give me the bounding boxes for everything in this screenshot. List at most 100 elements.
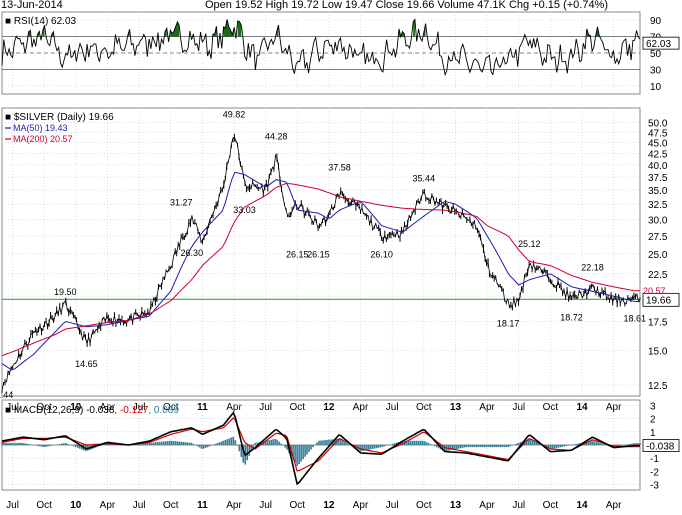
macd-tick-label: 3 — [650, 401, 656, 412]
macd-tick-label: 1 — [650, 428, 656, 439]
rsi-value-tag-label: 62.03 — [646, 39, 671, 50]
rsi-overbought-fill — [237, 20, 242, 37]
ma200-line — [1, 182, 640, 357]
price-legend-title: ■ $SILVER (Daily) 19.66 — [5, 112, 114, 123]
price-annotation: 18.61 — [623, 314, 646, 324]
rsi-line — [1, 18, 641, 77]
rsi-tick-label: 50 — [650, 49, 662, 60]
price-value-tag — [642, 292, 680, 307]
macd-x-tick-label: Jul — [133, 500, 146, 511]
macd-x-tick-label: Jul — [6, 500, 19, 511]
price-annotation: 26.15 — [307, 249, 330, 259]
rsi-overbought-fill — [212, 26, 217, 37]
macd-x-tick-label: Jul — [386, 500, 399, 511]
price-annotation: 37.58 — [328, 163, 351, 173]
price-tick-label: 50.0 — [648, 119, 668, 130]
price-x-tick-label: Oct — [36, 402, 52, 413]
macd-x-tick-label: Apr — [226, 500, 242, 511]
price-annotation: 49.82 — [223, 109, 246, 119]
price-x-tick-label: 13 — [450, 402, 462, 413]
price-tick-label: 30.0 — [648, 215, 668, 226]
price-x-tick-label: Apr — [100, 402, 116, 413]
rsi-tick-label: 90 — [650, 16, 662, 27]
price-annotation: 18.72 — [560, 313, 583, 323]
price-x-tick-label: 12 — [323, 402, 335, 413]
price-annotation: 26.10 — [370, 250, 393, 260]
macd-value-tag-label: -0.038 — [646, 442, 675, 453]
price-x-tick-label: Oct — [289, 402, 305, 413]
rsi-overbought-fill — [165, 28, 167, 37]
macd-line — [1, 411, 640, 486]
price-line — [1, 136, 641, 391]
macd-value-tag — [642, 439, 680, 452]
ma50-line — [1, 171, 640, 371]
macd-tick-label: 2 — [650, 415, 656, 426]
price-tick-label: 12.5 — [648, 381, 668, 392]
price-annotation: 19.50 — [54, 287, 77, 297]
ma200-legend-label: MA(200) 20.57 — [13, 134, 73, 144]
price-annotation: 33.03 — [233, 205, 256, 215]
macd-x-tick-label: Oct — [163, 500, 179, 511]
price-tick-label: 45.0 — [648, 139, 668, 150]
price-tick-label: 42.5 — [648, 149, 668, 160]
price-x-tick-label: Oct — [416, 402, 432, 413]
rsi-overbought-fill — [413, 19, 415, 37]
price-panel-frame — [1, 107, 641, 397]
macd-tick-label: -3 — [650, 481, 659, 492]
price-tick-label: 35.0 — [648, 186, 668, 197]
macd-signal-line — [1, 417, 640, 472]
price-x-tick-label: Jul — [386, 402, 399, 413]
macd-x-tick-label: 14 — [576, 500, 588, 511]
price-x-tick-label: Jul — [512, 402, 525, 413]
price-annotation: 26.30 — [181, 248, 204, 258]
price-x-tick-label: 14 — [576, 402, 588, 413]
price-annotation: 18.17 — [497, 318, 520, 328]
price-tick-label: 27.5 — [648, 232, 668, 243]
price-x-tick-label: Oct — [163, 402, 179, 413]
macd-tick-label: -1 — [650, 454, 659, 465]
price-x-tick-label: 11 — [197, 402, 208, 413]
macd-x-tick-label: Apr — [606, 500, 622, 511]
price-annotation: 44.28 — [265, 132, 288, 142]
macd-x-tick-label: Jul — [512, 500, 525, 511]
macd-x-tick-label: 10 — [70, 500, 82, 511]
macd-x-tick-label: Jul — [259, 500, 272, 511]
price-annotation: 25.12 — [518, 239, 541, 249]
quote-summary: Open 19.52 High 19.72 Low 19.47 Close 19… — [205, 0, 609, 11]
macd-x-tick-label: Apr — [100, 500, 116, 511]
ma50-legend-label: MA(50) 19.43 — [13, 123, 68, 133]
price-x-tick-label: Jul — [259, 402, 272, 413]
price-tick-label: 17.5 — [648, 317, 668, 328]
price-annotation: 26.15 — [286, 249, 309, 259]
price-annotation: 31.27 — [170, 197, 193, 207]
rsi-overbought-fill — [42, 25, 45, 37]
price-tick-label: 47.5 — [648, 128, 668, 139]
rsi-value-tag — [642, 36, 680, 50]
price-tick-label: 32.5 — [648, 200, 668, 211]
macd-x-tick-label: 11 — [197, 500, 208, 511]
price-x-tick-label: Apr — [353, 402, 369, 413]
price-annotation: 12.44 — [0, 390, 13, 400]
macd-x-tick-label: Oct — [289, 500, 305, 511]
rsi-tick-label: 10 — [650, 82, 662, 93]
price-tick-label: 22.5 — [648, 270, 668, 281]
price-value-tag-label: 19.66 — [646, 295, 671, 306]
price-x-tick-label: Apr — [226, 402, 242, 413]
rsi-tick-label: 30 — [650, 65, 662, 76]
price-x-tick-label: Apr — [479, 402, 495, 413]
price-tick-label: 40.0 — [648, 161, 668, 172]
quote-date: 13-Jun-2014 — [1, 0, 63, 11]
macd-x-tick-label: Oct — [543, 500, 559, 511]
rsi-overbought-fill — [586, 28, 591, 37]
price-x-tick-label: Jul — [6, 402, 19, 413]
macd-x-tick-label: Oct — [416, 500, 432, 511]
price-annotation: 22.18 — [581, 262, 604, 272]
rsi-overbought-fill — [595, 26, 600, 37]
macd-x-tick-label: 12 — [323, 500, 335, 511]
price-tick-label: 37.5 — [648, 173, 668, 184]
macd-legend: ■ MACD(12,26,9) -0.038, -0.127, 0.089 — [5, 405, 179, 416]
macd-x-tick-label: Apr — [479, 500, 495, 511]
price-annotation: 35.44 — [413, 174, 436, 184]
macd-tick-label: -2 — [650, 467, 659, 478]
price-x-tick-label: 10 — [70, 402, 82, 413]
